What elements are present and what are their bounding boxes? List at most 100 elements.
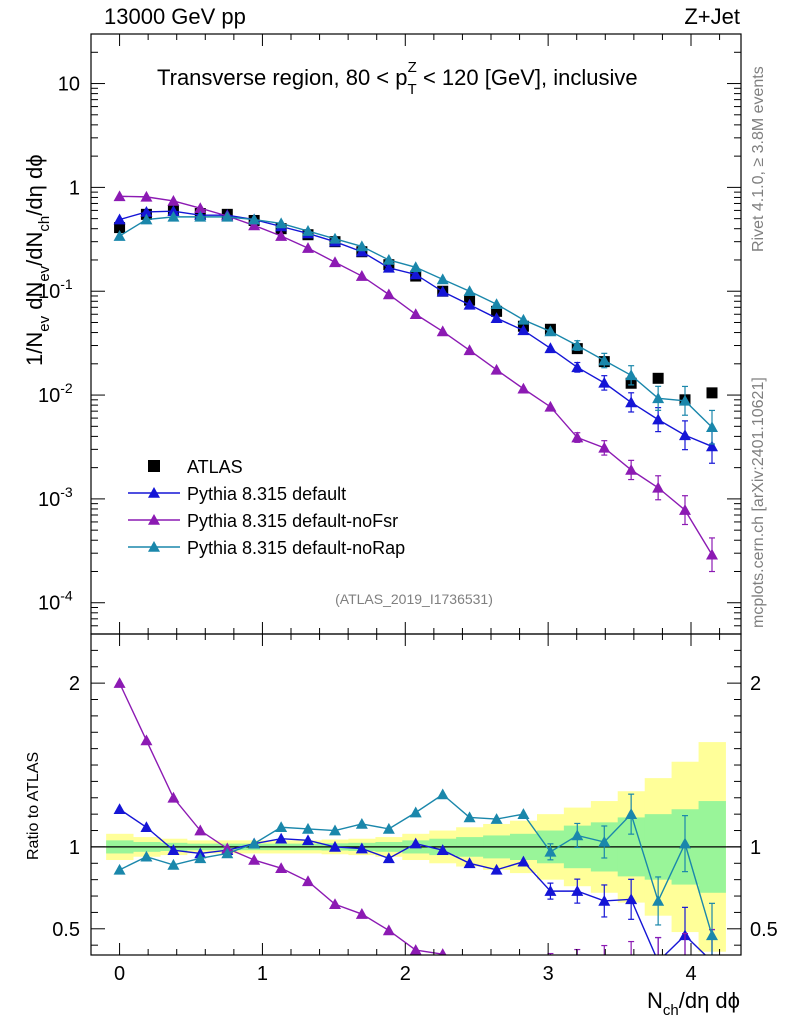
legend-marker-atlas xyxy=(148,460,160,472)
ratio-point xyxy=(140,821,153,833)
ratio-point xyxy=(248,854,261,865)
y-tick-label: 10-2 xyxy=(38,380,73,407)
ratio-point xyxy=(409,806,422,818)
data-point-atlas xyxy=(706,387,718,399)
data-point xyxy=(463,285,476,297)
ratio-point xyxy=(706,956,718,967)
data-point xyxy=(329,232,341,244)
legend-marker xyxy=(148,541,160,552)
data-point xyxy=(302,225,314,236)
ratio-point xyxy=(113,677,126,688)
ratio-point xyxy=(275,862,288,873)
data-point xyxy=(490,312,503,323)
ratio-point xyxy=(302,822,314,834)
legend-marker xyxy=(148,487,160,498)
x-tick-label: 4 xyxy=(685,963,696,985)
data-point xyxy=(490,298,503,309)
ratio-point xyxy=(571,956,583,967)
data-point xyxy=(167,210,180,222)
ratio-point xyxy=(625,808,638,819)
data-point xyxy=(140,205,153,217)
data-point xyxy=(544,325,557,337)
data-point xyxy=(275,230,288,241)
ratio-point xyxy=(167,791,180,803)
ratio-point xyxy=(517,855,530,867)
y-tick-label: 10 xyxy=(58,74,80,96)
ratio-point xyxy=(436,788,449,800)
data-point xyxy=(679,429,691,441)
data-point xyxy=(302,242,314,253)
legend: ATLAS Pythia 8.315 default Pythia 8.315 de… xyxy=(128,457,405,558)
data-point xyxy=(706,548,718,560)
data-point xyxy=(517,324,530,336)
ratio-point xyxy=(544,885,557,896)
data-point xyxy=(679,394,691,406)
ratio-point xyxy=(571,829,584,841)
series-line xyxy=(119,210,713,448)
data-point xyxy=(544,342,557,354)
energy-label: 13000 GeV pp xyxy=(104,4,246,29)
chart-title: Transverse region, 80 < pTZ < 120 [GeV],… xyxy=(157,59,638,98)
legend-label: ATLAS xyxy=(187,457,243,477)
ratio-point xyxy=(652,956,664,967)
x-tick-label: 3 xyxy=(543,963,554,985)
y-tick-label: 10-3 xyxy=(38,484,73,511)
data-point xyxy=(329,256,341,268)
series-line xyxy=(119,216,713,428)
ratio-point xyxy=(706,929,718,941)
data-point xyxy=(544,400,557,412)
data-point-atlas xyxy=(491,305,503,317)
data-point xyxy=(355,240,368,252)
data-point xyxy=(517,382,530,394)
ratio-point xyxy=(409,837,422,849)
ratio-point xyxy=(463,857,476,869)
ratio-tick-label-right: 0.5 xyxy=(750,919,778,941)
data-point xyxy=(463,344,476,356)
data-point xyxy=(652,481,665,493)
data-point xyxy=(571,339,584,351)
ratio-point xyxy=(382,822,395,834)
main-panel xyxy=(113,190,718,573)
x-tick-label: 2 xyxy=(400,963,411,985)
data-point xyxy=(194,210,207,222)
ratio-point xyxy=(438,948,447,955)
data-point xyxy=(248,213,261,225)
ratio-point xyxy=(275,821,288,833)
ratio-point xyxy=(464,956,476,967)
data-point xyxy=(571,361,584,373)
data-point xyxy=(113,190,126,202)
ratio-point xyxy=(221,847,234,859)
ratio-point xyxy=(706,956,718,967)
ratio-point xyxy=(355,908,368,919)
ratio-point xyxy=(625,893,638,905)
ratio-point xyxy=(355,842,368,854)
ratio-point xyxy=(652,894,665,906)
data-point xyxy=(140,190,153,202)
data-point xyxy=(436,325,449,337)
x-tick-label: 1 xyxy=(257,963,268,985)
ratio-point xyxy=(436,844,449,855)
x-axis-label: Nch/dη dϕ xyxy=(647,988,740,1019)
data-point xyxy=(625,463,638,475)
ratio-point xyxy=(679,837,691,849)
data-point xyxy=(706,440,718,452)
data-point xyxy=(167,194,180,206)
data-point xyxy=(706,421,718,433)
ratio-point xyxy=(490,863,503,875)
data-point xyxy=(409,308,422,320)
ratio-point xyxy=(194,824,207,836)
data-point-atlas xyxy=(652,372,664,384)
ratio-y-label: Ratio to ATLAS xyxy=(25,752,42,860)
data-point xyxy=(463,298,476,310)
data-point xyxy=(490,363,503,375)
mcplots-label: mcplots.cern.ch [arXiv:2401.10621] xyxy=(750,377,767,628)
data-point xyxy=(436,285,449,297)
legend-label: Pythia 8.315 default-noRap xyxy=(187,538,405,558)
ratio-point xyxy=(329,898,341,910)
ratio-point xyxy=(544,845,557,857)
analysis-tag: (ATLAS_2019_I1736531) xyxy=(335,591,493,607)
ratio-point xyxy=(167,844,180,855)
ratio-point xyxy=(248,837,261,849)
ratio-point xyxy=(113,863,126,875)
